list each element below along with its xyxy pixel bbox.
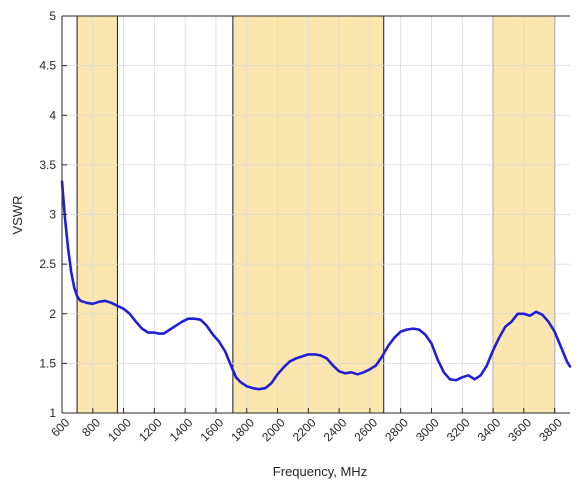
x-tick-label: 3400 [475, 415, 504, 444]
x-tick-label: 2600 [351, 415, 380, 444]
x-tick-label: 2000 [259, 415, 288, 444]
x-tick-label: 1200 [136, 415, 165, 444]
y-tick-label: 3.5 [39, 158, 56, 172]
x-tick-label: 3200 [444, 415, 473, 444]
x-tick-label: 3600 [505, 415, 534, 444]
series-layer [60, 180, 572, 391]
x-tick-label: 3000 [413, 415, 442, 444]
y-tick-label: 2 [49, 307, 56, 321]
y-tick-label: 4 [49, 108, 56, 122]
x-tick-labels: 600 800 1000 1200 1400 1600 1800 2000 2200 2400 26… [48, 415, 565, 444]
y-tick-label: 5 [49, 9, 56, 23]
x-tick-label: 2200 [290, 415, 319, 444]
x-tick-label: 1000 [105, 415, 134, 444]
series-line-1 [60, 180, 572, 391]
x-tick-label: 1800 [228, 415, 257, 444]
y-axis-title: VSWR [10, 196, 25, 235]
x-tick-label: 1600 [198, 415, 227, 444]
axes [61, 15, 570, 414]
y-tick-label: 3 [49, 208, 56, 222]
x-tick-label: 800 [79, 415, 103, 439]
x-tick-label: 3800 [536, 415, 565, 444]
x-tick-label: 2800 [382, 415, 411, 444]
y-tick-label: 4.5 [39, 59, 56, 73]
x-axis-title: Frequency, MHz [273, 464, 367, 479]
y-tick-label: 2.5 [39, 257, 56, 271]
y-tick-label: 1 [49, 406, 56, 420]
x-tick-label: 2400 [321, 415, 350, 444]
y-tick-label: 1.5 [39, 356, 56, 370]
y-tick-labels: 1 1.5 2 2.5 3 3.5 4 4.5 5 [39, 9, 56, 420]
x-tick-label: 1400 [167, 415, 196, 444]
